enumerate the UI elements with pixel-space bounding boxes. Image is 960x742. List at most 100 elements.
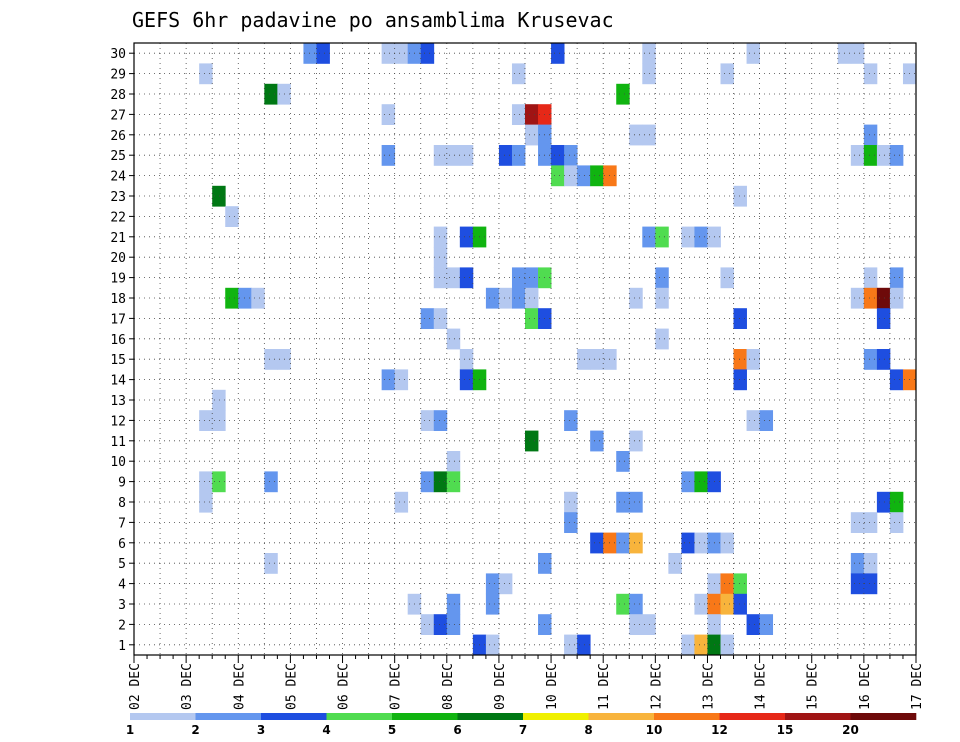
heatmap-cell [746, 43, 760, 64]
heatmap-cell [394, 491, 409, 513]
heatmap-cell [850, 145, 865, 166]
y-tick-label: 9 [118, 476, 126, 491]
heatmap-cell [511, 287, 526, 309]
heatmap-cell [564, 491, 578, 513]
legend-color-swatch [457, 713, 524, 720]
heatmap-cell [212, 471, 226, 493]
heatmap-cell [655, 226, 669, 248]
heatmap-cell [446, 451, 461, 472]
y-tick-label: 4 [118, 578, 126, 593]
heatmap-cell [759, 410, 774, 431]
heatmap-cell [420, 614, 435, 635]
heatmap-cell [525, 124, 539, 146]
heatmap-cell [446, 145, 461, 166]
heatmap-cell [850, 512, 865, 533]
heatmap-cell [485, 593, 500, 615]
heatmap-cell [681, 471, 695, 493]
legend-color-swatch [719, 713, 786, 720]
heatmap-cell [551, 145, 565, 166]
heatmap-cell [681, 532, 695, 554]
heatmap-cell [720, 532, 734, 554]
heatmap-cell [381, 43, 396, 64]
heatmap-cell [264, 553, 278, 574]
heatmap-cell [720, 593, 734, 615]
heatmap-cell [655, 267, 669, 289]
y-tick-label: 15 [110, 353, 126, 368]
heatmap-cell [199, 63, 213, 85]
heatmap-cell [629, 430, 643, 452]
heatmap-cell [459, 267, 474, 289]
legend-threshold-label: 2 [191, 723, 199, 737]
y-tick-label: 21 [110, 231, 126, 246]
heatmap-cell [694, 471, 708, 493]
y-tick-label: 26 [110, 129, 126, 144]
heatmap-cell [420, 43, 435, 64]
heatmap-cell [759, 614, 774, 635]
heatmap-cell [850, 287, 865, 309]
legend-threshold-label: 4 [322, 723, 330, 737]
x-axis: 02 DEC 03 DEC 04 DEC 05 DEC 06 DEC 07 DEC 08 D… [128, 655, 925, 710]
heatmap-cell [433, 226, 448, 248]
heatmap-cell [863, 145, 878, 166]
legend-threshold-label: 7 [519, 723, 527, 737]
heatmap-cell [433, 267, 448, 289]
heatmap-cell [498, 287, 513, 309]
y-tick-label: 27 [110, 108, 126, 123]
heatmap-cell [564, 145, 578, 166]
heatmap-cell [746, 614, 760, 635]
heatmap-cell [264, 83, 278, 105]
heatmap-cell [616, 451, 630, 472]
heatmap-cell [564, 634, 578, 656]
x-tick-label: 04 DEC [232, 663, 247, 710]
heatmap-cell [264, 471, 278, 493]
heatmap-cell [564, 512, 578, 533]
heatmap-cell [264, 349, 278, 370]
heatmap-cell [889, 145, 904, 166]
heatmap-cell [733, 593, 747, 615]
y-tick-label: 19 [110, 272, 126, 287]
heatmap-cell [433, 308, 448, 329]
heatmap-cell [511, 104, 526, 125]
heatmap-cell [681, 226, 695, 248]
heatmap-cell [433, 471, 448, 493]
heatmap-cell [720, 267, 734, 289]
heatmap-cell [225, 287, 239, 309]
heatmap-cell [629, 124, 643, 146]
heatmap-cell [420, 471, 435, 493]
y-tick-label: 25 [110, 149, 126, 164]
legend-color-swatch [326, 713, 393, 720]
heatmap-cell [746, 349, 760, 370]
y-tick-label: 16 [110, 333, 126, 348]
heatmap-cell [590, 349, 604, 370]
y-tick-label: 24 [110, 170, 126, 185]
y-tick-label: 8 [118, 496, 126, 511]
y-tick-label: 18 [110, 292, 126, 307]
heatmap-cell [485, 573, 500, 595]
legend-color-swatch [523, 713, 589, 720]
x-tick-label: 15 DEC [806, 663, 821, 710]
heatmap-cell [394, 369, 409, 391]
heatmap-cell [616, 83, 630, 105]
legend-color-swatch [392, 713, 458, 720]
heatmap-cell [655, 328, 669, 350]
heatmap-cell [498, 145, 513, 166]
heatmap-cell [511, 267, 526, 289]
heatmap-cell [694, 226, 708, 248]
heatmap-cell [459, 369, 474, 391]
heatmap-cell [850, 573, 865, 595]
heatmap-cell [433, 145, 448, 166]
heatmap-cell [850, 43, 865, 64]
heatmap-cell [525, 104, 539, 125]
heatmap-cell [863, 124, 878, 146]
y-tick-label: 22 [110, 210, 126, 225]
heatmap-cells [199, 43, 917, 656]
heatmap-cell [733, 573, 747, 595]
heatmap-cell [629, 532, 643, 554]
heatmap-cell [720, 573, 734, 595]
heatmap-cell [668, 553, 682, 574]
y-tick-label: 6 [118, 537, 126, 552]
legend-threshold-label: 6 [453, 723, 461, 737]
legend-threshold-label: 3 [257, 723, 265, 737]
heatmap-cell [876, 287, 891, 309]
heatmap-cell [212, 410, 226, 431]
